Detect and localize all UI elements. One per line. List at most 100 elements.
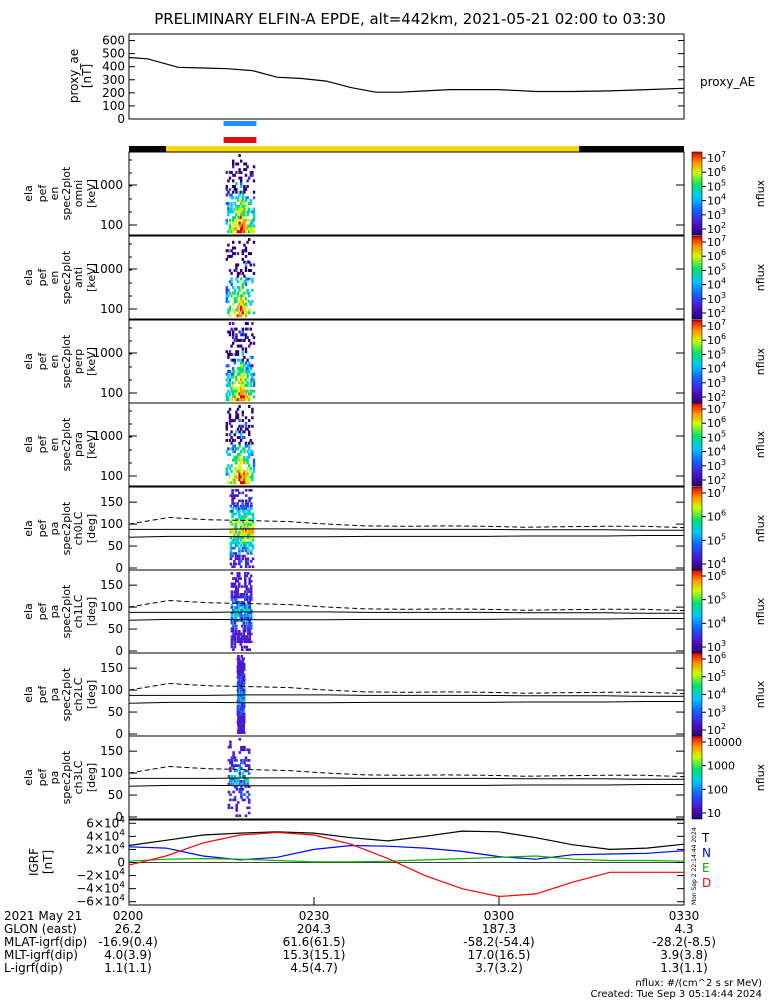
spectrogram-cell (249, 252, 252, 256)
spectrogram-cell (232, 395, 235, 399)
pitch-angle-cell (247, 637, 250, 641)
spectrogram-cell (241, 395, 244, 399)
pitch-angle-cell (232, 767, 235, 770)
spectrogram-cell (232, 179, 235, 183)
spectrogram-cell (246, 224, 249, 228)
pitch-angle-cell (245, 645, 249, 649)
spectrogram-cell (225, 202, 228, 205)
spectrogram-cell (235, 170, 238, 174)
spectrogram-cell (235, 469, 238, 473)
spectrogram-cell (238, 458, 241, 462)
spectrogram-cell (244, 441, 248, 445)
pitch-angle-cell (236, 494, 239, 497)
spectrogram-cell (236, 344, 240, 348)
pitch-angle-cell (233, 585, 237, 588)
footer-row-value: 4.3 (674, 922, 693, 936)
footer-row-label: MLAT-igrf(dip) (4, 935, 87, 949)
spectrogram-cell (246, 240, 249, 244)
spectrogram-cell (230, 193, 233, 197)
pitch-angle-axis-label: pef (36, 768, 49, 787)
pitch-angle-cell (248, 614, 251, 617)
pitch-angle-cell (238, 562, 241, 566)
pitch-angle-cell (236, 579, 240, 583)
spectrogram-cell (236, 252, 240, 256)
spectrogram-cell (241, 386, 244, 390)
spectrogram-cell (235, 207, 238, 211)
igrf-axis-label: [nT] (41, 850, 55, 874)
pitch-angle-cell (243, 525, 246, 529)
pitch-angle-cell (240, 745, 243, 749)
pitch-angle-cell (233, 614, 237, 617)
spectrogram-cell (233, 481, 236, 485)
spectrogram-axis-label: [keV] (85, 179, 98, 208)
spectrogram-cell (240, 427, 243, 431)
pitch-angle-cell (236, 518, 239, 521)
spectrogram-cell (230, 230, 233, 234)
pitch-angle-cell (251, 557, 255, 561)
spectrogram-cell (230, 277, 233, 281)
spectrogram-cell (235, 386, 238, 390)
colorbar-tick-label: 105 (707, 592, 726, 607)
spectrogram-cell (241, 327, 244, 331)
pitch-angle-cell (238, 660, 241, 663)
spectrogram-cell (248, 444, 251, 448)
igrf-tick-label: 2×104 (86, 841, 125, 856)
spectrogram-cell (238, 467, 241, 471)
spectrogram-cell (244, 269, 248, 272)
pitch-angle-cell (249, 590, 253, 593)
spectrogram-cell (243, 210, 246, 214)
pitch-angle-cell (245, 595, 249, 599)
pitch-angle-cell (242, 629, 246, 633)
spectrogram-cell (249, 227, 252, 231)
spectrogram-cell (240, 179, 243, 183)
pitch-angle-cell (231, 523, 234, 526)
spectrogram-cell (241, 347, 244, 351)
pitch-angle-cell (234, 525, 238, 529)
pitch-angle-cell (250, 502, 253, 505)
spectrogram-cell (246, 478, 249, 482)
spectrogram-cell (248, 260, 251, 264)
spectrogram-cell (243, 458, 246, 462)
spectrogram-cell (238, 190, 241, 194)
spectrogram-cell (240, 461, 243, 465)
pitch-angle-cell (239, 619, 243, 622)
pitch-angle-cell (248, 496, 251, 500)
spectrogram-cell (232, 392, 235, 396)
spectrogram-cell (236, 413, 240, 417)
pitch-angle-axis-label: ela (22, 603, 35, 620)
spectrogram-cell (233, 478, 236, 482)
pitch-angle-tick-label: 50 (108, 622, 123, 636)
spectrogram-cell (243, 168, 246, 172)
spectrogram-cell (241, 381, 244, 385)
pitch-angle-cell (244, 499, 248, 503)
spectrogram-cell (241, 392, 244, 396)
loss-cone-lower-line (128, 784, 684, 787)
spectrogram-cell (228, 254, 232, 258)
spectrogram-cell (244, 162, 248, 166)
spectrogram-cell (243, 249, 246, 253)
pitch-angle-cell (246, 790, 249, 794)
pitch-angle-cell (241, 694, 244, 698)
pitch-angle-cell (242, 723, 245, 727)
pitch-angle-cell (233, 577, 237, 580)
pitch-angle-cell (246, 780, 249, 783)
pitch-angle-cell (244, 574, 247, 578)
spectrogram-cell (235, 458, 238, 462)
pitch-angle-cell (231, 496, 234, 500)
spectrogram-cell (235, 308, 238, 312)
spectrogram-cell (248, 361, 251, 365)
pitch-angle-cell (237, 655, 240, 658)
pitch-angle-cell (241, 593, 244, 596)
pitch-angle-axis-label: spec2plot (60, 501, 73, 555)
pitch-angle-tick-label: 100 (100, 517, 123, 531)
pitch-angle-cell (240, 710, 243, 713)
spectrogram-cell (252, 196, 256, 200)
loss-cone-upper-line (129, 694, 684, 697)
spectrogram-cell (240, 269, 243, 272)
pitch-angle-cell (243, 745, 246, 749)
spectrogram-cell (227, 288, 230, 292)
spectrogram-cell (236, 308, 240, 312)
pitch-angle-cell (245, 593, 249, 596)
spectrogram-cell (241, 216, 244, 220)
